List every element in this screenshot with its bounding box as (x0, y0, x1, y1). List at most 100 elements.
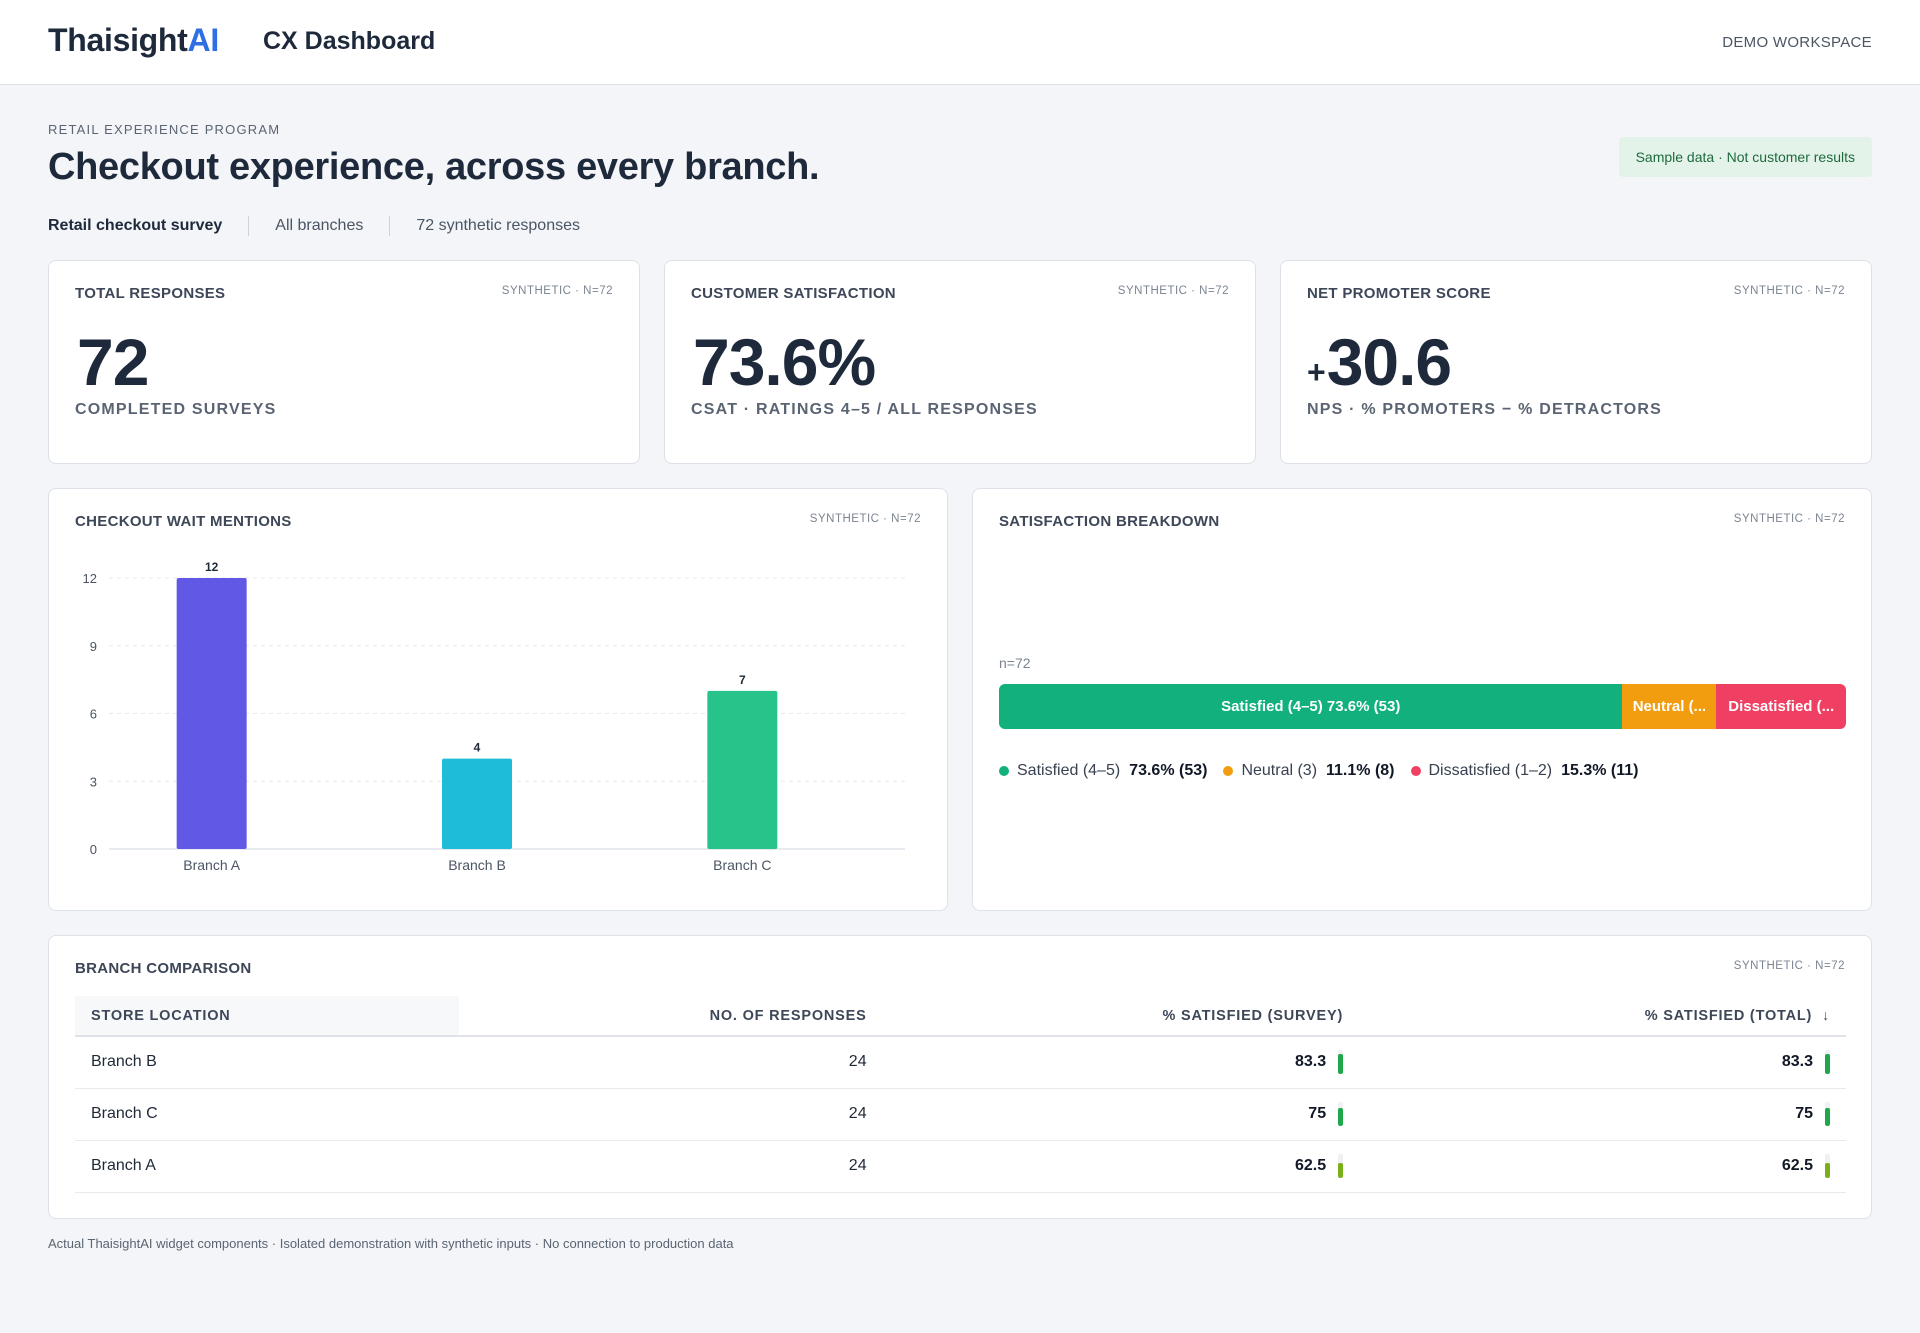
level-bar (1338, 1154, 1344, 1178)
legend-value: 15.3% (11) (1561, 762, 1639, 779)
segment-neutral[interactable]: Neutral (... (1622, 684, 1717, 729)
kpi-number: 30.6 (1326, 325, 1452, 399)
workspace-label[interactable]: DEMO WORKSPACE (1722, 34, 1872, 51)
survey-name[interactable]: Retail checkout survey (48, 217, 223, 234)
breakdown-legend: Satisfied (4–5) 73.6% (53) Neutral (3) 1… (999, 762, 1655, 780)
level-bar-fill (1825, 1163, 1830, 1178)
meta-divider (248, 216, 250, 236)
satisfied-total-value: 75 (1795, 1105, 1813, 1123)
synthetic-tag: SYNTHETIC · N=72 (809, 513, 921, 525)
level-bar-fill (1338, 1108, 1344, 1126)
program-eyebrow: RETAIL EXPERIENCE PROGRAM (48, 122, 281, 137)
kpi-card-total-responses: TOTAL RESPONSES SYNTHETIC · N=72 72 COMP… (48, 260, 640, 464)
neutral-dot-icon (1223, 766, 1234, 776)
card-title: NET PROMOTER SCORE (1307, 285, 1491, 302)
synthetic-tag: SYNTHETIC · N=72 (1733, 960, 1845, 972)
legend-item-satisfied: Satisfied (4–5) 73.6% (53) (999, 762, 1207, 780)
table-row[interactable]: Branch A 24 62.5 62.5 (75, 1140, 1846, 1193)
bar-branch-a[interactable] (176, 578, 247, 849)
level-bar-fill (1338, 1054, 1344, 1075)
checkout-wait-chart-card: CHECKOUT WAIT MENTIONS SYNTHETIC · N=72 … (48, 488, 948, 911)
kpi-subtitle: NPS · % PROMOTERS − % DETRACTORS (1307, 401, 1663, 418)
dissatisfied-dot-icon (1410, 766, 1421, 776)
legend-value: 11.1% (8) (1326, 762, 1395, 779)
kpi-subtitle: COMPLETED SURVEYS (75, 401, 277, 418)
footer-disclaimer: Actual ThaisightAI widget components · I… (48, 1236, 734, 1251)
x-tick-label: Branch C (713, 857, 771, 873)
synthetic-tag: SYNTHETIC · N=72 (1733, 513, 1845, 525)
level-bar (1825, 1050, 1830, 1075)
y-tick-label: 6 (90, 707, 97, 722)
satisfied-survey-cell: 62.5 (882, 1140, 1360, 1193)
level-bar-fill (1825, 1054, 1830, 1075)
legend-name: Satisfied (4–5) (1017, 762, 1121, 779)
legend-name: Dissatisfied (1–2) (1428, 762, 1553, 779)
x-tick-label: Branch A (183, 857, 240, 873)
y-tick-label: 9 (90, 639, 97, 654)
satisfied-survey-value: 83.3 (1294, 1053, 1327, 1071)
satisfied-total-value: 83.3 (1781, 1053, 1813, 1071)
meta-divider (389, 216, 391, 236)
brand-logo[interactable]: ThaisightAI (48, 22, 219, 59)
kpi-number: 72 (77, 325, 149, 399)
survey-meta-row: Retail checkout survey All branches 72 s… (48, 216, 580, 236)
kpi-card-customer-satisfaction: CUSTOMER SATISFACTION SYNTHETIC · N=72 7… (664, 260, 1256, 464)
satisfied-survey-cell: 83.3 (882, 1036, 1360, 1089)
card-title: CHECKOUT WAIT MENTIONS (75, 513, 292, 530)
legend-name: Neutral (3) (1241, 762, 1318, 779)
kpi-sign: + (1307, 354, 1326, 390)
brand-name: Thaisight (48, 22, 188, 58)
app-title: CX Dashboard (263, 27, 436, 55)
response-count: 72 synthetic responses (416, 217, 580, 234)
card-title: TOTAL RESPONSES (75, 285, 226, 302)
synthetic-tag: SYNTHETIC · N=72 (1117, 285, 1229, 297)
kpi-card-net-promoter-score: NET PROMOTER SCORE SYNTHETIC · N=72 +30.… (1280, 260, 1872, 464)
segment-dissatisfied[interactable]: Dissatisfied (... (1716, 684, 1846, 729)
kpi-value: 73.6% (691, 329, 876, 395)
kpi-number: 73.6% (693, 325, 876, 399)
level-bar (1825, 1154, 1830, 1178)
store-location-cell: Branch C (75, 1088, 459, 1141)
satisfaction-breakdown-card: SATISFACTION BREAKDOWN SYNTHETIC · N=72 … (972, 488, 1872, 911)
satisfied-dot-icon (999, 766, 1009, 776)
bar-value-label: 12 (205, 560, 219, 574)
column-header-store-location[interactable]: STORE LOCATION (75, 996, 459, 1037)
sort-descending-icon[interactable]: ↓ (1822, 1007, 1830, 1023)
branch-comparison-table: STORE LOCATION NO. OF RESPONSES % SATISF… (75, 996, 1846, 1193)
responses-cell: 24 (459, 1036, 883, 1089)
satisfied-survey-cell: 75 (882, 1088, 1360, 1141)
column-header-responses[interactable]: NO. OF RESPONSES (459, 996, 883, 1037)
branch-filter[interactable]: All branches (275, 217, 364, 234)
card-title: BRANCH COMPARISON (75, 960, 252, 977)
responses-cell: 24 (459, 1140, 883, 1193)
card-title: SATISFACTION BREAKDOWN (999, 513, 1220, 530)
branch-comparison-card: BRANCH COMPARISON SYNTHETIC · N=72 STORE… (48, 935, 1872, 1219)
store-location-cell: Branch B (75, 1036, 459, 1089)
legend-item-neutral: Neutral (3) 11.1% (8) (1223, 762, 1395, 780)
column-header-satisfied-survey[interactable]: % SATISFIED (SURVEY) (882, 996, 1360, 1037)
top-bar: ThaisightAI CX Dashboard DEMO WORKSPACE (0, 0, 1920, 85)
bar-branch-b[interactable] (442, 758, 512, 849)
legend-item-dissatisfied: Dissatisfied (1–2) 15.3% (11) (1410, 762, 1639, 780)
y-tick-label: 12 (83, 571, 97, 586)
y-tick-label: 0 (90, 842, 97, 857)
satisfied-total-cell: 75 (1359, 1088, 1846, 1141)
table-row[interactable]: Branch B 24 83.3 83.3 (75, 1036, 1846, 1089)
synthetic-tag: SYNTHETIC · N=72 (1733, 285, 1845, 297)
y-tick-label: 3 (90, 774, 97, 789)
bar-value-label: 4 (474, 741, 481, 755)
x-tick-label: Branch B (448, 857, 506, 873)
satisfied-total-cell: 83.3 (1359, 1036, 1846, 1089)
table-row[interactable]: Branch C 24 75 75 (75, 1088, 1846, 1141)
column-header-satisfied-total[interactable]: % SATISFIED (TOTAL) ↓ (1359, 996, 1846, 1037)
store-location-cell: Branch A (75, 1140, 459, 1193)
brand-accent: AI (187, 22, 220, 58)
level-bar (1338, 1102, 1344, 1126)
satisfaction-stacked-bar: Satisfied (4–5) 73.6% (53) Neutral (... … (999, 684, 1846, 729)
satisfied-total-value: 62.5 (1781, 1157, 1813, 1175)
bar-value-label: 7 (739, 673, 746, 687)
segment-satisfied[interactable]: Satisfied (4–5) 73.6% (53) (999, 684, 1623, 729)
bar-branch-c[interactable] (707, 690, 778, 849)
level-bar-fill (1338, 1163, 1344, 1178)
kpi-value: +30.6 (1307, 329, 1452, 395)
